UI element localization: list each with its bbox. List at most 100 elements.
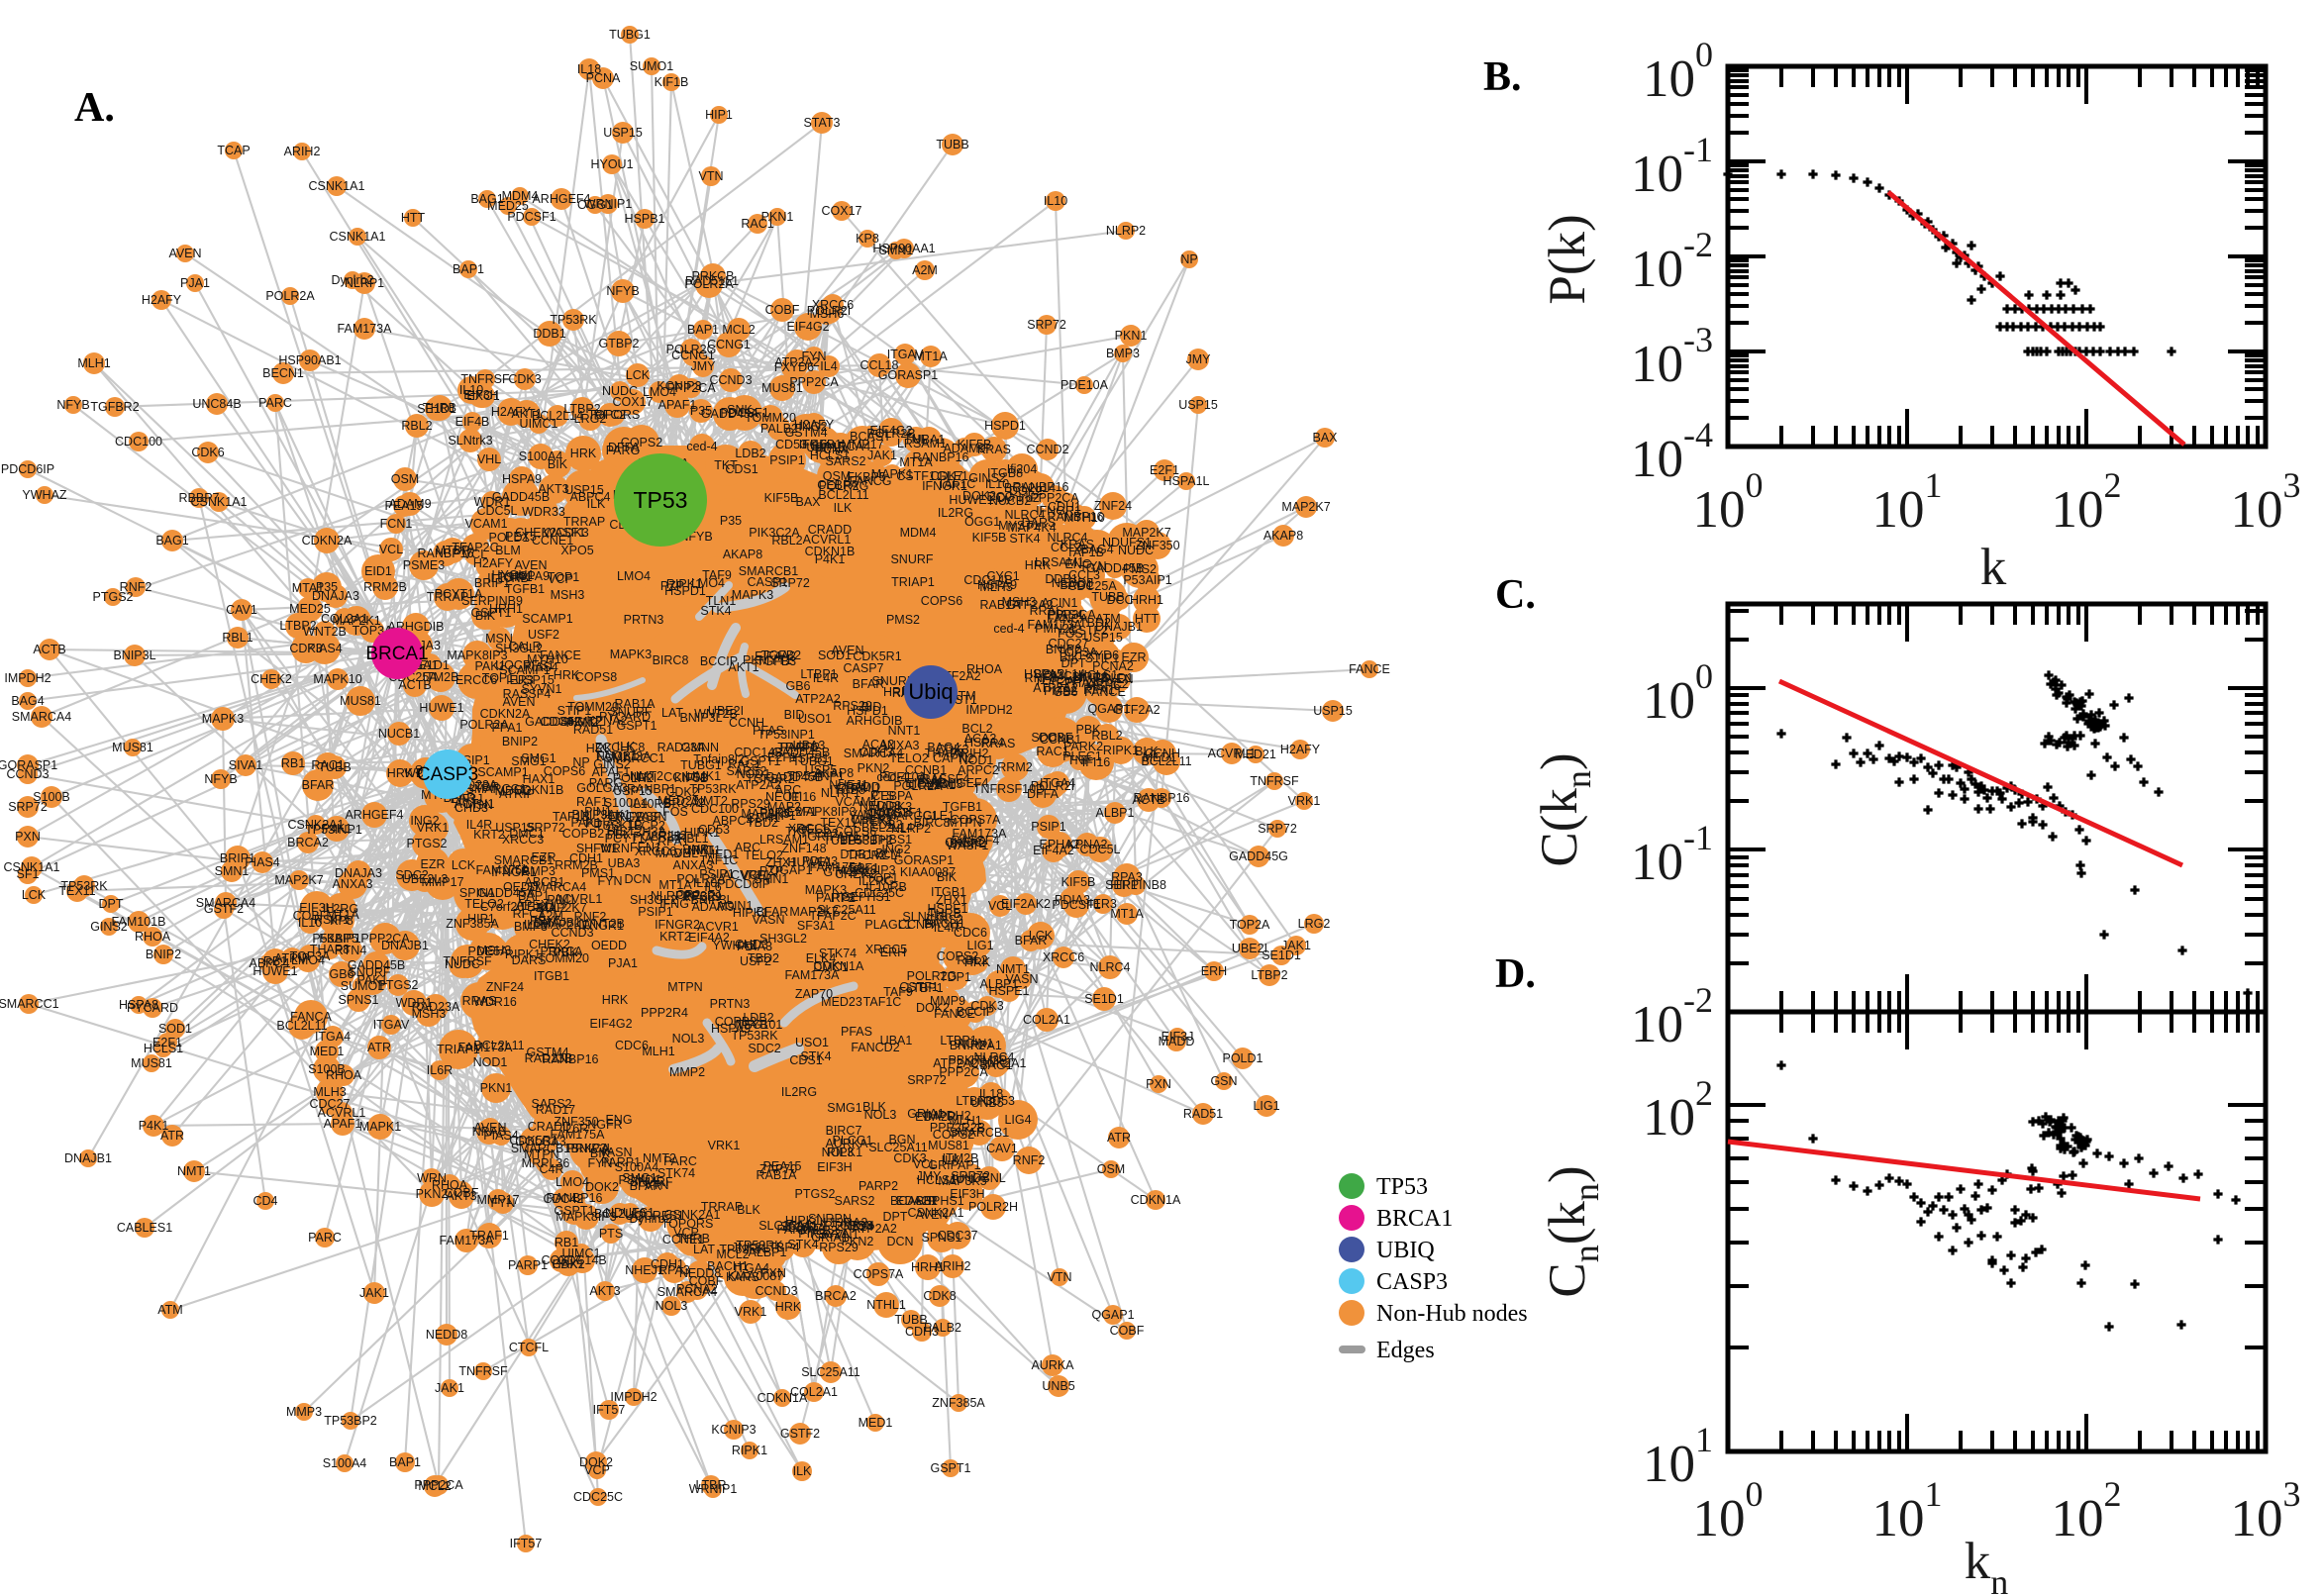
svg-text:QGAP1: QGAP1 — [1091, 1308, 1134, 1322]
svg-text:CDK7: CDK7 — [930, 469, 962, 483]
svg-text:TLN1: TLN1 — [706, 594, 737, 608]
svg-text:PPP2CA: PPP2CA — [360, 932, 410, 946]
svg-text:AURKA: AURKA — [1031, 1358, 1074, 1372]
svg-text:LTBP4: LTBP4 — [762, 1241, 799, 1254]
svg-text:LCK: LCK — [452, 858, 476, 872]
svg-text:NP: NP — [572, 755, 589, 769]
svg-text:HRK: HRK — [570, 447, 597, 460]
svg-text:UBIQ: UBIQ — [1376, 1238, 1435, 1263]
svg-text:MAPK1: MAPK1 — [359, 1120, 401, 1134]
svg-text:EXO1: EXO1 — [466, 389, 499, 403]
svg-text:KRT2: KRT2 — [659, 930, 691, 944]
svg-text:MAP2K7: MAP2K7 — [274, 873, 323, 887]
svg-text:TNF: TNF — [904, 433, 929, 447]
svg-text:SMN1: SMN1 — [755, 872, 789, 886]
svg-text:BAP1: BAP1 — [389, 1455, 421, 1469]
svg-text:MED25: MED25 — [289, 602, 331, 616]
svg-text:PMS2: PMS2 — [886, 613, 920, 627]
svg-text:MAPK3: MAPK3 — [732, 588, 773, 602]
svg-text:MT1A: MT1A — [1110, 907, 1144, 921]
svg-text:NUCB1: NUCB1 — [378, 727, 420, 741]
svg-text:MCL2: MCL2 — [722, 323, 755, 337]
svg-text:DPT: DPT — [883, 1210, 908, 1224]
svg-text:CDK3: CDK3 — [289, 642, 322, 655]
svg-text:SPNS1: SPNS1 — [339, 993, 379, 1007]
svg-text:SUMO1: SUMO1 — [341, 979, 385, 993]
svg-text:ERCC6: ERCC6 — [455, 673, 497, 687]
svg-text:AKAP8: AKAP8 — [723, 548, 762, 561]
svg-text:DDB1: DDB1 — [533, 327, 565, 341]
svg-text:ZAP70: ZAP70 — [759, 1162, 797, 1176]
svg-text:ARHGEF4: ARHGEF4 — [345, 808, 403, 822]
svg-text:C(kn): C(kn) — [1531, 752, 1598, 866]
svg-text:BNIP3L: BNIP3L — [113, 648, 155, 662]
svg-text:VTN: VTN — [699, 169, 724, 183]
svg-text:RRM2B: RRM2B — [363, 580, 407, 594]
svg-text:TNFRSF: TNFRSF — [458, 1364, 508, 1378]
svg-text:VCAM1: VCAM1 — [464, 517, 507, 531]
svg-text:PXN: PXN — [1146, 1077, 1171, 1091]
svg-text:HRH1: HRH1 — [1130, 593, 1163, 607]
svg-text:KRT2: KRT2 — [473, 828, 505, 842]
svg-text:IFT57: IFT57 — [510, 1537, 543, 1550]
svg-text:GINS2: GINS2 — [926, 913, 963, 927]
svg-text:VCL: VCL — [463, 548, 487, 561]
svg-text:CDKN1B: CDKN1B — [805, 545, 856, 558]
svg-text:MSN: MSN — [485, 632, 513, 646]
svg-text:VCP: VCP — [584, 1463, 610, 1477]
svg-text:CDC42: CDC42 — [541, 715, 581, 729]
svg-text:CCNG1: CCNG1 — [663, 770, 707, 784]
svg-text:RHOA: RHOA — [135, 930, 171, 944]
svg-text:FYN: FYN — [598, 874, 623, 888]
svg-text:ITGAV: ITGAV — [887, 348, 924, 361]
svg-text:SRP72: SRP72 — [1258, 822, 1297, 836]
svg-text:TP53: TP53 — [1376, 1174, 1428, 1200]
svg-text:KIF5B: KIF5B — [972, 531, 1007, 545]
svg-text:P53AIP1: P53AIP1 — [312, 932, 360, 946]
svg-text:IMPDH2: IMPDH2 — [965, 703, 1012, 717]
svg-text:GRIA1: GRIA1 — [907, 1107, 945, 1121]
svg-text:VASN: VASN — [1005, 972, 1038, 986]
svg-text:GSN: GSN — [1210, 1074, 1237, 1088]
svg-text:MTA1: MTA1 — [292, 581, 324, 595]
svg-text:CCND2: CCND2 — [1026, 443, 1068, 456]
svg-text:RAC1: RAC1 — [1036, 745, 1068, 758]
svg-text:PTGS2: PTGS2 — [407, 837, 448, 850]
svg-text:PXN: PXN — [760, 1266, 786, 1280]
svg-text:KP8: KP8 — [856, 232, 879, 246]
svg-text:PARP2: PARP2 — [858, 1179, 898, 1193]
svg-text:HIP1: HIP1 — [705, 108, 733, 122]
svg-text:SMARCA4: SMARCA4 — [12, 710, 71, 724]
svg-text:CRADD: CRADD — [808, 523, 852, 537]
svg-text:FAM173A: FAM173A — [458, 1041, 514, 1054]
svg-text:CDH1: CDH1 — [747, 811, 780, 825]
svg-text:GMNN: GMNN — [681, 741, 719, 754]
svg-text:RIPK1: RIPK1 — [1103, 744, 1139, 757]
svg-text:FYN: FYN — [802, 349, 827, 363]
svg-text:HYOU1: HYOU1 — [590, 157, 633, 171]
svg-text:MSH3: MSH3 — [1002, 595, 1037, 609]
svg-text:SUMO1: SUMO1 — [630, 59, 674, 73]
svg-text:USF2: USF2 — [740, 954, 771, 968]
svg-text:NLRC4: NLRC4 — [1048, 531, 1088, 545]
svg-text:TAF1C: TAF1C — [863, 995, 902, 1009]
svg-text:PTGS2: PTGS2 — [795, 1187, 836, 1201]
svg-text:ERH: ERH — [880, 946, 906, 959]
svg-text:ARHGEF4: ARHGEF4 — [532, 192, 590, 206]
svg-text:BRCA1: BRCA1 — [365, 644, 428, 664]
svg-text:IER3: IER3 — [506, 673, 534, 687]
svg-text:PRTN3: PRTN3 — [710, 997, 751, 1011]
svg-text:PDCD6IP: PDCD6IP — [1, 462, 54, 476]
svg-text:CDC100: CDC100 — [115, 435, 162, 449]
svg-text:RBL2: RBL2 — [957, 953, 987, 967]
svg-text:CASP3: CASP3 — [417, 764, 478, 785]
svg-text:TEX11: TEX11 — [58, 884, 95, 898]
svg-text:SARS2: SARS2 — [835, 1194, 875, 1208]
svg-text:BAP1: BAP1 — [687, 323, 719, 337]
svg-text:JNK3: JNK3 — [732, 1241, 762, 1254]
svg-text:MDM4: MDM4 — [502, 189, 539, 203]
svg-text:PBK: PBK — [948, 1053, 973, 1067]
svg-text:NP: NP — [1180, 252, 1197, 266]
svg-text:ARIH2: ARIH2 — [935, 1259, 971, 1273]
svg-text:BRCA2: BRCA2 — [815, 1289, 857, 1303]
